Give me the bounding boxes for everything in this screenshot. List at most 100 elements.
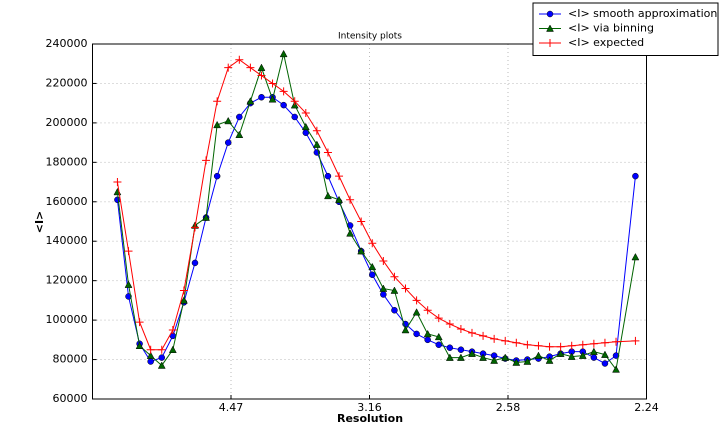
data-point [213,97,222,106]
data-point [124,280,133,288]
data-point [158,354,165,361]
x-tick-label: 2.58 [496,401,521,414]
data-point [456,324,465,333]
data-point [479,353,487,361]
data-point [224,63,233,72]
data-point [490,334,499,343]
data-point [512,338,521,347]
data-point [589,339,598,348]
data-point [631,252,640,261]
data-point [202,213,210,221]
y-axis-label: <I> [33,211,46,234]
data-point [157,361,166,369]
data-point [457,346,465,353]
data-point [578,351,587,359]
data-point [346,195,355,204]
data-point [412,296,421,305]
data-point [235,55,244,64]
data-point [612,352,620,359]
data-point [391,307,398,314]
data-point [258,94,265,101]
data-point [224,139,232,146]
data-point [590,354,598,361]
data-point [612,365,620,373]
data-point [179,286,188,295]
data-point [467,328,476,337]
data-point [124,247,133,256]
data-point [401,284,410,293]
data-point [179,296,188,304]
data-point [379,256,388,265]
data-point [301,122,310,131]
x-axis-label: Resolution [337,412,403,425]
data-point [534,351,543,359]
data-point [534,341,543,350]
data-point [291,113,298,121]
data-point [545,356,554,364]
data-point [312,140,321,148]
data-point [401,325,410,334]
data-point [280,101,287,109]
data-point [290,97,299,106]
data-point [423,329,432,338]
data-point [191,259,199,267]
data-point [567,341,576,350]
y-tick-label: 100000 [46,313,88,326]
data-point [113,178,122,187]
data-point [479,331,488,340]
data-point [523,357,532,365]
y-tick-label: 60000 [53,392,88,405]
data-point [213,172,221,180]
legend-label: <I> expected [568,36,644,49]
legend-marker [546,39,554,47]
data-point [324,191,332,200]
data-point [600,338,609,347]
legend-label: <I> smooth approximation [568,7,717,20]
data-point [346,229,355,237]
data-point [324,172,332,180]
data-point [147,358,154,365]
data-point [323,148,332,157]
y-tick-label: 180000 [46,155,88,168]
data-point [368,239,377,248]
data-point [279,87,288,96]
data-point [246,97,255,105]
data-point [213,120,222,129]
data-point [236,113,243,121]
data-point [190,223,199,232]
y-tick-label: 80000 [53,353,88,366]
x-tick-label: 3.16 [357,401,382,414]
data-point [369,271,376,278]
data-point [335,172,344,181]
data-point [380,291,387,298]
data-point [501,336,510,345]
data-point [456,353,465,361]
data-point [268,79,277,88]
data-point [301,109,310,118]
chart-title: Intensity plots [338,32,402,42]
data-point [445,353,454,361]
data-point [390,286,399,294]
data-point [146,345,155,354]
data-point [446,344,454,351]
y-tick-label: 240000 [46,37,88,50]
data-point [423,306,432,315]
data-point [113,187,122,196]
x-tick-label: 2.24 [634,401,659,414]
data-point [601,360,609,367]
y-tick-label: 160000 [46,195,88,208]
data-point [357,217,366,226]
data-point [434,332,443,341]
data-point [601,350,609,358]
data-point [312,126,321,135]
data-point [632,172,639,180]
data-point [413,330,420,338]
data-point [335,195,343,204]
data-point [424,336,431,344]
data-point [246,63,255,72]
x-tick-label: 4.47 [219,401,244,414]
data-point [224,116,233,125]
data-point [631,336,640,345]
data-point [202,156,211,165]
